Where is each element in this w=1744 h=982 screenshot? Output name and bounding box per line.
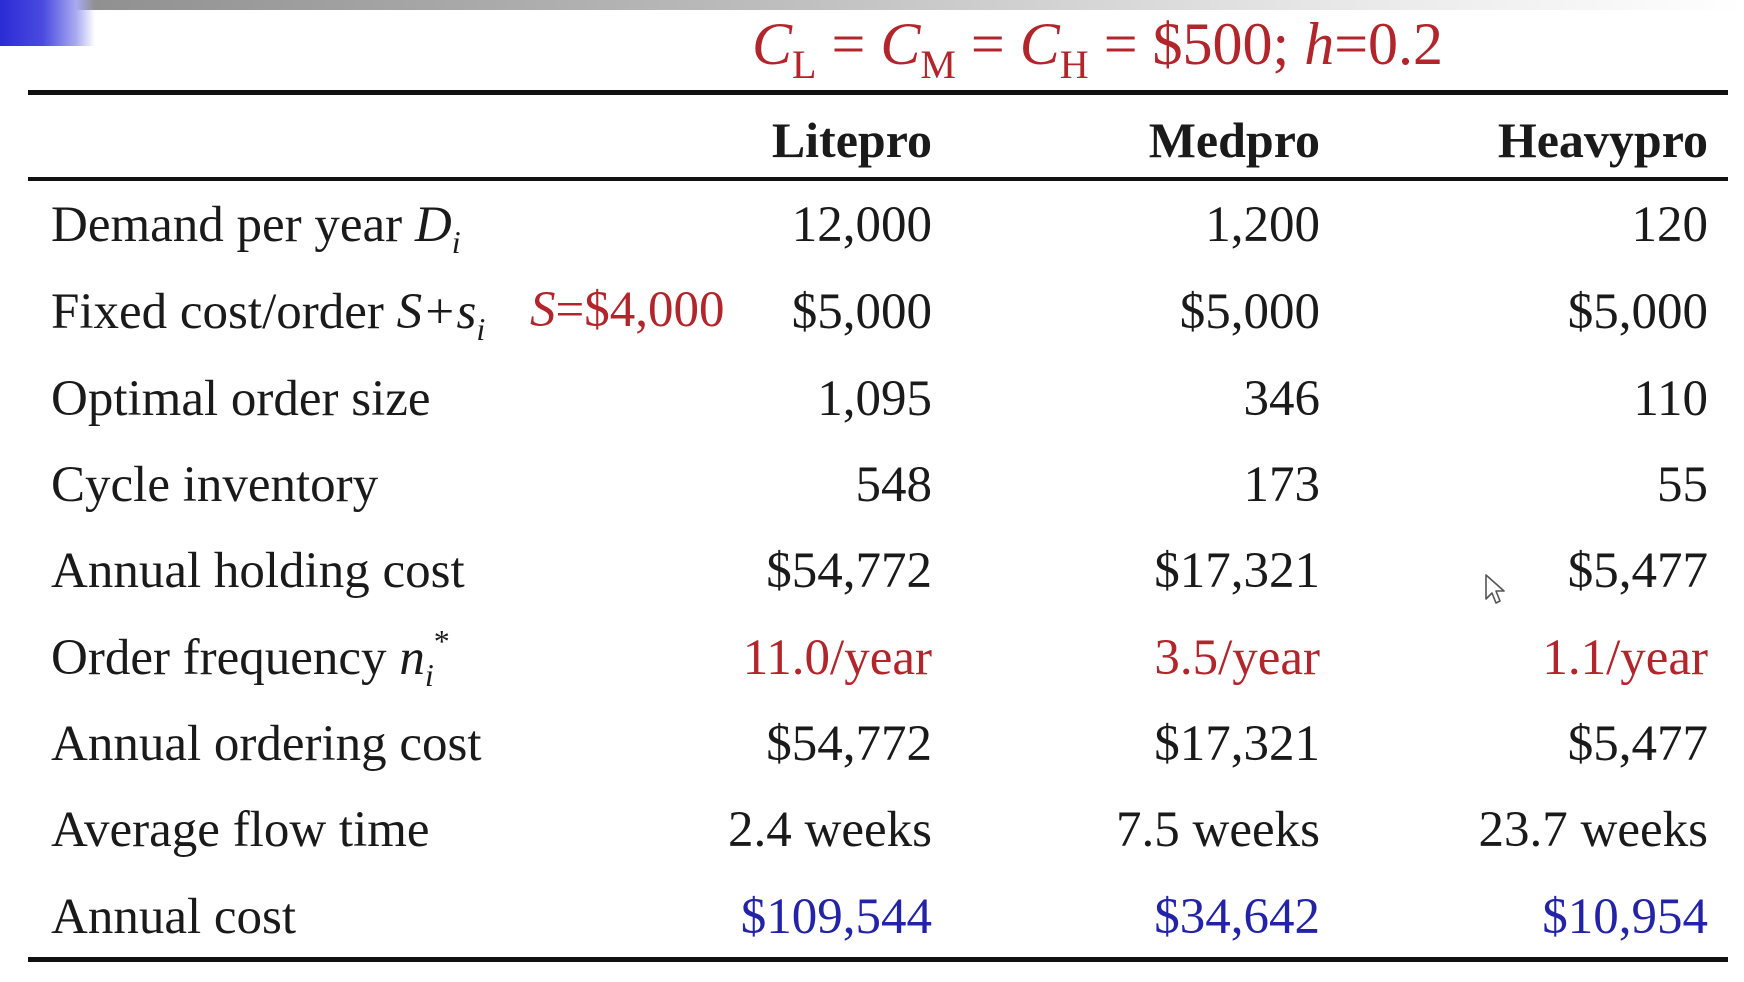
table-cell: $10,954 — [1542, 889, 1708, 945]
table-cell: 1.1/year — [1542, 630, 1708, 686]
table-cell: $34,642 — [1154, 889, 1320, 945]
table-cell: 2.4 weeks — [728, 802, 932, 858]
table-cell: 7.5 weeks — [1116, 802, 1320, 858]
row-label-annual-ordering-cost: Annual ordering cost — [51, 716, 482, 772]
table-cell: 12,000 — [791, 197, 932, 253]
row-label-annual-cost: Annual cost — [51, 889, 297, 945]
row-label-fixed-cost: Fixed cost/order S+si — [51, 284, 486, 347]
table-cell: $5,000 — [1567, 284, 1708, 340]
table-cell: $5,477 — [1567, 716, 1708, 772]
table-cell: 110 — [1633, 371, 1708, 427]
table-cell: 55 — [1657, 457, 1708, 513]
table-header-rule — [28, 177, 1728, 181]
table-cell: 120 — [1631, 197, 1709, 253]
table-bottom-rule — [28, 957, 1728, 962]
table-cell: 11.0/year — [742, 630, 932, 686]
table-cell: 1,095 — [817, 371, 932, 427]
table-cell: 548 — [855, 457, 933, 513]
slide-corner-accent — [0, 0, 95, 46]
table-cell: $5,000 — [791, 284, 932, 340]
row-label-order-frequency: Order frequency ni* — [51, 623, 450, 693]
table-cell: $17,321 — [1154, 543, 1320, 599]
row-label-annual-holding-cost: Annual holding cost — [51, 543, 465, 599]
table-cell: 1,200 — [1205, 197, 1320, 253]
table-cell: 346 — [1243, 371, 1321, 427]
row-label-average-flow-time: Average flow time — [51, 802, 430, 858]
column-header-litepro: Litepro — [771, 112, 932, 168]
table-cell: 3.5/year — [1154, 630, 1320, 686]
cost-formula: CL = CM = CH = $500; h=0.2 — [752, 11, 1444, 87]
table-cell: $54,772 — [766, 716, 932, 772]
column-header-heavypro: Heavypro — [1497, 112, 1708, 168]
table-cell: $109,544 — [740, 889, 932, 945]
fixed-cost-annotation: S=$4,000 — [530, 282, 725, 338]
mouse-pointer-icon — [1485, 574, 1505, 604]
row-label-cycle-inventory: Cycle inventory — [51, 457, 379, 513]
row-label-demand: Demand per year Di — [51, 197, 461, 260]
table-cell: $17,321 — [1154, 716, 1320, 772]
column-header-medpro: Medpro — [1148, 112, 1320, 168]
table-cell: $5,477 — [1567, 543, 1708, 599]
table-cell: 23.7 weeks — [1478, 802, 1708, 858]
table-top-rule — [28, 90, 1728, 95]
table-cell: 173 — [1243, 457, 1321, 513]
row-label-optimal-order-size: Optimal order size — [51, 371, 431, 427]
table-cell: $5,000 — [1179, 284, 1320, 340]
table-cell: $54,772 — [766, 543, 932, 599]
slide-top-bar — [0, 0, 1744, 10]
